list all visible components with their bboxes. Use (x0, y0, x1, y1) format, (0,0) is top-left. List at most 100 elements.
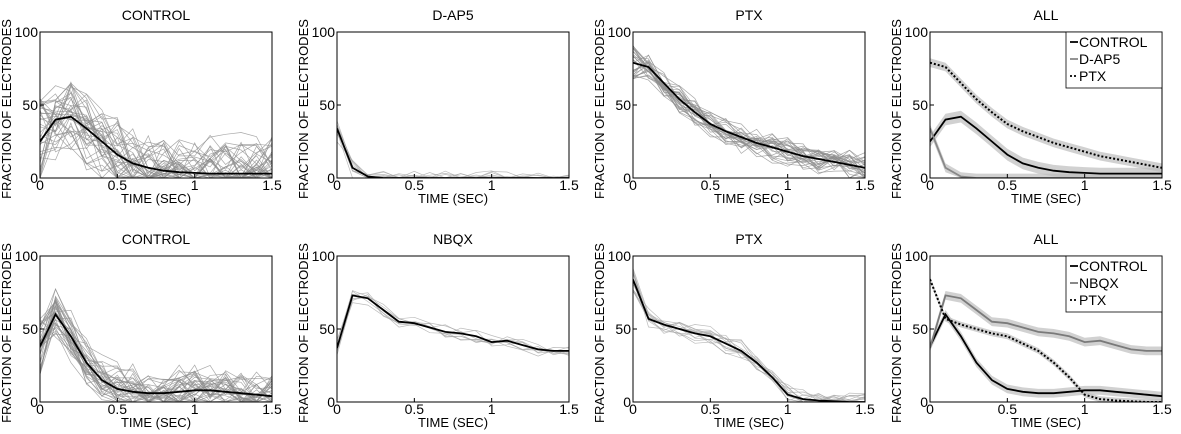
x-tick-label: 0 (36, 401, 44, 417)
y-tick-label: 0 (623, 170, 631, 186)
y-tick-label: 50 (22, 97, 38, 113)
trial-trace (40, 113, 272, 178)
trial-trace (40, 301, 272, 402)
series-line-mean (633, 279, 865, 402)
trial-trace (633, 289, 865, 402)
trial-trace (633, 64, 865, 178)
trial-trace (337, 295, 569, 356)
y-axis-label: FRACTION OF ELECTRODES (889, 19, 904, 199)
series-line-control (930, 312, 1162, 398)
x-axis-label: TIME (SEC) (121, 191, 191, 206)
y-axis-label: FRACTION OF ELECTRODES (592, 19, 607, 199)
trial-trace (40, 121, 272, 178)
series-band (930, 310, 1162, 401)
trial-trace (337, 124, 569, 178)
trial-trace (337, 294, 569, 356)
chart-title: CONTROL (122, 7, 191, 23)
series-band (930, 291, 1162, 356)
series-band (930, 58, 1162, 173)
trial-trace (40, 332, 272, 402)
x-tick-label: 1 (191, 401, 199, 417)
trial-trace (633, 272, 865, 402)
x-tick-label: 0.5 (405, 177, 425, 193)
legend-entry: PTX (1079, 68, 1107, 84)
trial-trace (633, 269, 865, 402)
x-axis-label: TIME (SEC) (418, 415, 488, 430)
legend-box (1065, 255, 1163, 313)
x-tick-label: 0 (629, 177, 637, 193)
trial-trace (337, 297, 569, 355)
legend-entry: CONTROL (1079, 258, 1148, 274)
y-tick-label: 0 (30, 170, 38, 186)
trial-trace (40, 105, 272, 178)
x-axis-label: TIME (SEC) (714, 191, 784, 206)
y-tick-label: 50 (912, 97, 928, 113)
y-tick-label: 100 (905, 248, 929, 264)
chart-title: PTX (735, 7, 763, 23)
trial-trace (633, 279, 865, 402)
x-tick-label: 0.5 (108, 401, 128, 417)
x-tick-label: 0 (926, 177, 934, 193)
trial-trace (633, 59, 865, 165)
series-line-mean (337, 294, 569, 352)
trial-trace (337, 141, 569, 178)
axes-box (632, 255, 866, 403)
legend-entry: D-AP5 (1079, 51, 1120, 67)
y-axis-label: FRACTION OF ELECTRODES (592, 243, 607, 423)
trial-trace (40, 115, 272, 178)
x-tick-label: 0.5 (405, 401, 425, 417)
chart-title: ALL (1034, 7, 1059, 23)
trial-trace (337, 302, 569, 357)
chart-title: ALL (1034, 231, 1059, 247)
y-tick-label: 50 (912, 321, 928, 337)
x-tick-label: 1 (784, 177, 792, 193)
chart-title: PTX (735, 231, 763, 247)
trial-trace (337, 129, 569, 178)
trial-trace (337, 126, 569, 178)
trial-trace (40, 100, 272, 178)
x-tick-label: 0.5 (998, 401, 1018, 417)
plot-area (40, 288, 272, 402)
y-axis-label: FRACTION OF ELECTRODES (0, 243, 14, 423)
x-tick-label: 1.5 (559, 177, 579, 193)
trial-trace (633, 289, 865, 402)
y-tick-label: 0 (30, 394, 38, 410)
trial-trace (40, 323, 272, 402)
y-tick-label: 50 (319, 321, 335, 337)
chart-panel-7: 0 0.5 1 1.5 0 50 100 PTX TIME (SEC) FRACTION OF E… (592, 231, 875, 430)
y-tick-label: 100 (312, 24, 336, 40)
plot-area (930, 58, 1162, 178)
x-axis-label: TIME (SEC) (1011, 191, 1081, 206)
trial-trace (633, 67, 865, 169)
trial-trace (40, 288, 272, 398)
y-tick-label: 50 (22, 321, 38, 337)
x-tick-label: 1.5 (855, 401, 875, 417)
trial-trace (633, 290, 865, 402)
trial-trace (40, 104, 272, 178)
chart-panel-1: 0 0.5 1 1.5 0 50 100 CONTROL TIME (SEC) FRACTION … (0, 7, 282, 206)
trial-trace (337, 126, 569, 178)
trial-trace (633, 291, 865, 402)
x-tick-label: 1.5 (1152, 177, 1172, 193)
trial-trace (40, 300, 272, 401)
plot-area (930, 276, 1162, 402)
y-tick-label: 50 (615, 97, 631, 113)
axes-box (336, 31, 570, 179)
trial-trace (40, 81, 272, 178)
x-tick-label: 1.5 (262, 401, 282, 417)
y-tick-label: 50 (615, 321, 631, 337)
series-line-mean (40, 115, 272, 175)
x-tick-label: 0.5 (108, 177, 128, 193)
series-line-control (930, 115, 1162, 175)
y-tick-label: 0 (623, 394, 631, 410)
trial-trace (40, 317, 272, 402)
series-line-nbqx (930, 294, 1162, 352)
trial-trace (40, 304, 272, 402)
trial-trace (40, 92, 272, 178)
trial-trace (40, 84, 272, 178)
series-line-ptx (930, 61, 1162, 169)
trial-trace (40, 85, 272, 173)
trial-trace (633, 59, 865, 169)
